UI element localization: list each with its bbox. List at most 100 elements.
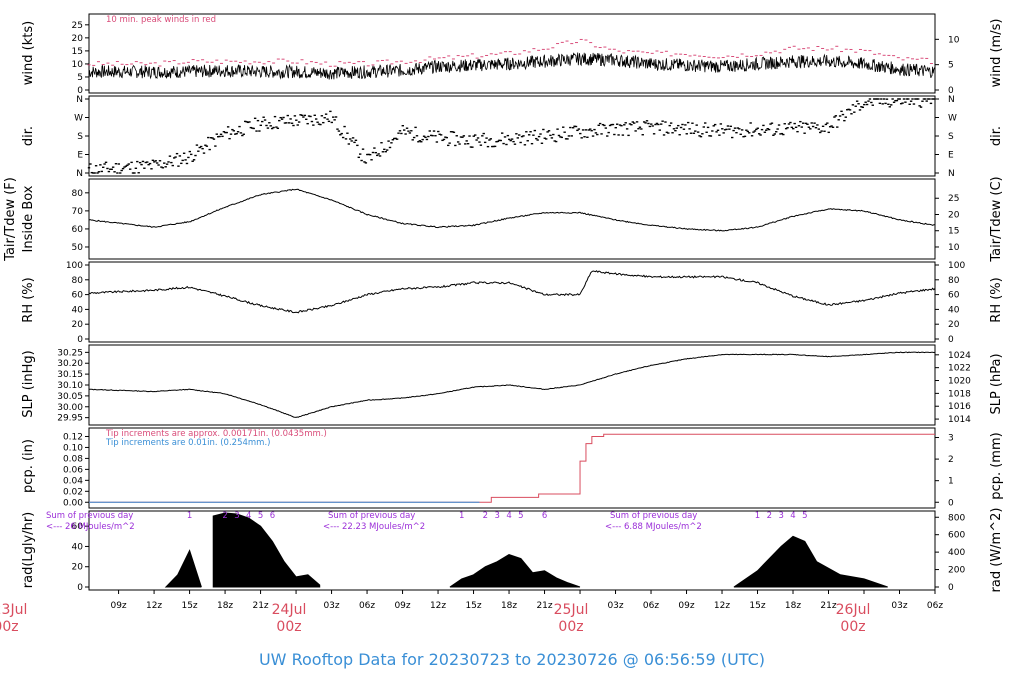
rad-hour-mark: 1: [187, 511, 192, 521]
time-tick-label: 18z: [217, 601, 233, 611]
rad-right-tick-label: 200: [948, 566, 965, 576]
dir-right-tick-label: S: [948, 132, 954, 142]
slp-left-tick-label: 30.00: [57, 403, 83, 413]
slp-right-label: SLP (hPa): [989, 353, 1004, 414]
day-label-25jul-date: 25Jul: [554, 602, 589, 618]
dir-left-tick-label: S: [77, 132, 83, 142]
rad-hour-mark: 4: [790, 511, 795, 521]
rh-left-tick-label: 40: [72, 305, 84, 315]
rad-left-label: rad(Lgly/hr): [21, 512, 36, 588]
temp-series-line: [88, 188, 935, 232]
pcp-left-tick-label: 0.12: [63, 432, 83, 442]
panel-frame-dir: [88, 95, 936, 177]
time-tick-label: 15z: [181, 601, 197, 611]
dir-right-tick-label: N: [948, 169, 955, 179]
day-label-24jul-date: 24Jul: [272, 602, 307, 618]
panel-frame-pcp: [88, 427, 936, 509]
chart-marks: [87, 38, 936, 588]
dir-right-tick-label: W: [948, 114, 957, 124]
rad-right-tick-label: 800: [948, 513, 965, 523]
temp-left-label-1: Tair/Tdew (F): [3, 177, 18, 262]
pcp-right-label: pcp. (mm): [989, 432, 1004, 499]
panel-frame-rh: [88, 261, 936, 343]
rad-right-tick-label: 600: [948, 531, 965, 541]
temp-left-label-2: Inside Box: [21, 185, 36, 252]
pcp-left-tick-label: 0.02: [63, 487, 83, 497]
rh-series-line: [88, 270, 936, 314]
pcp-left-tick-label: 0.10: [63, 443, 83, 453]
rad-hour-mark: 6: [270, 511, 275, 521]
rad-area: [733, 535, 888, 588]
pcp-left-tick-label: 0.00: [63, 498, 83, 508]
rh-left-label: RH (%): [21, 277, 36, 322]
rh-right-label: RH (%): [989, 277, 1004, 322]
slp-right-tick-label: 1016: [948, 402, 971, 412]
rad-hour-mark: 2: [767, 511, 772, 521]
temp-right-tick-label: 10: [948, 243, 960, 253]
dir-right-label: dir.: [989, 126, 1004, 146]
time-tick-label: 21z: [536, 601, 552, 611]
rad-area: [212, 512, 321, 588]
rh-left-tick-label: 20: [72, 320, 84, 330]
pcp-note-1: Tip increments are approx. 0.00171in. (0…: [105, 429, 327, 439]
rad-left-tick-label: 0: [77, 583, 83, 593]
time-tick-label: 09z: [110, 601, 126, 611]
rh-left-tick-label: 80: [72, 276, 84, 286]
pcp-left-tick-label: 0.08: [63, 454, 83, 464]
rad-sum-2-line2: <--- 22.23 MJoules/m^2: [323, 522, 425, 532]
rad-left-tick-label: 60: [72, 522, 84, 532]
time-tick-label: 18z: [785, 601, 801, 611]
wind-left-tick-label: 5: [77, 73, 83, 83]
rad-left-tick-label: 40: [72, 542, 84, 552]
day-label-26jul-date: 26Jul: [836, 602, 871, 618]
time-tick-label: 15z: [749, 601, 765, 611]
rad-hour-mark: 4: [506, 511, 511, 521]
rad-hour-mark: 5: [258, 511, 263, 521]
day-label-26jul-time: 00z: [840, 619, 865, 635]
dir-left-tick-label: W: [74, 114, 83, 124]
rad-hour-mark: 5: [518, 511, 523, 521]
pcp-right-tick-label: 3: [948, 434, 954, 444]
rad-hour-mark: 6: [542, 511, 547, 521]
time-tick-label: 15z: [465, 601, 481, 611]
rad-hour-mark: 1: [459, 511, 464, 521]
time-tick-label: 03z: [891, 601, 907, 611]
time-tick-label: 18z: [501, 601, 517, 611]
pcp-right-tick-label: 1: [948, 477, 954, 487]
temp-right-label: Tair/Tdew (C): [989, 176, 1004, 262]
panel-frame-wind: [88, 13, 936, 94]
temp-right-tick-label: 15: [948, 227, 959, 237]
temp-right-tick-label: 20: [948, 210, 960, 220]
panel-frame-rad: [88, 510, 936, 591]
rad-hour-mark: 1: [755, 511, 760, 521]
slp-left-tick-label: 30.10: [57, 381, 83, 391]
temp-right-tick-label: 25: [948, 194, 959, 204]
wind-right-tick-label: 0: [948, 86, 954, 96]
time-tick-label: 12z: [146, 601, 162, 611]
rh-left-tick-label: 100: [66, 261, 83, 271]
rh-right-tick-label: 20: [948, 320, 960, 330]
time-tick-label: 09z: [394, 601, 410, 611]
rad-hour-mark: 3: [494, 511, 499, 521]
rh-left-tick-label: 0: [77, 335, 83, 345]
rad-sum-1-line2: <--- 26 MJoules/m^2: [46, 522, 135, 532]
rad-hour-mark: 4: [246, 511, 251, 521]
rh-right-tick-label: 40: [948, 305, 960, 315]
time-tick-label: 12z: [714, 601, 730, 611]
slp-left-tick-label: 30.25: [57, 348, 83, 358]
slp-left-tick-label: 29.95: [57, 414, 83, 424]
day-label-24jul-time: 00z: [276, 619, 301, 635]
pcp-left-label: pcp. (in): [21, 439, 36, 493]
slp-left-tick-label: 30.15: [57, 370, 83, 380]
dir-left-tick-label: N: [76, 169, 83, 179]
slp-left-tick-label: 30.05: [57, 392, 83, 402]
dir-left-tick-label: N: [76, 95, 83, 105]
rad-sum-3-line1: Sum of previous day: [610, 511, 697, 521]
rad-left-tick-label: 20: [72, 563, 84, 573]
time-tick-label: 09z: [678, 601, 694, 611]
rad-right-label: rad (W/m^2): [989, 508, 1004, 593]
rad-sum-2-line1: Sum of previous day: [328, 511, 415, 521]
rad-hour-mark: 3: [234, 511, 239, 521]
axis-ticks: 05101520250510NESWNNESWN5060708010152025…: [57, 21, 971, 611]
